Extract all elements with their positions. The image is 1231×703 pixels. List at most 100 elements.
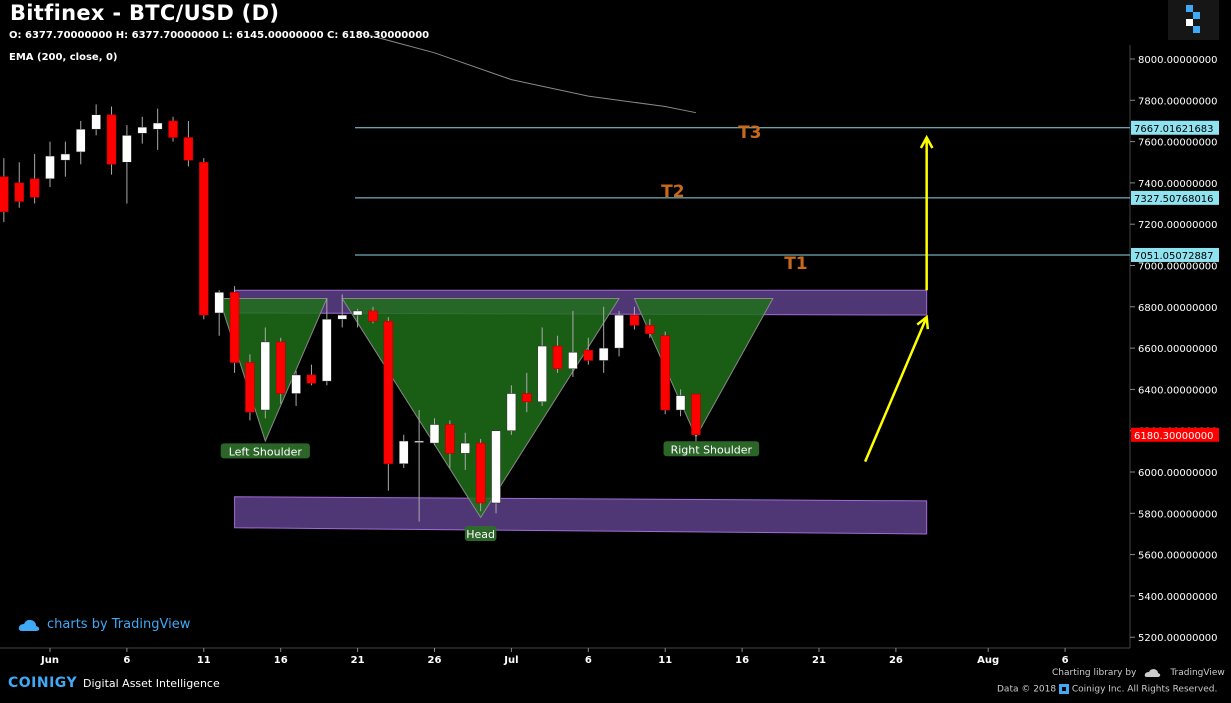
candle-body: [229, 292, 240, 363]
x-tick-label: 6: [123, 655, 130, 666]
charting-library-text: Charting library by: [1052, 668, 1137, 678]
x-tick-label: Aug: [977, 655, 999, 666]
arrow-1-shaft: [863, 316, 928, 463]
candle: [645, 319, 655, 338]
candle-body: [14, 182, 24, 202]
candle: [598, 306, 609, 373]
candle: [152, 108, 163, 150]
x-tick-label: 6: [585, 655, 592, 666]
candle: [552, 335, 563, 373]
x-tick-label: 6: [1062, 655, 1069, 666]
candle: [383, 317, 394, 491]
pattern-label: Left Shoulder: [229, 445, 303, 458]
target-label-t3: T3: [738, 123, 761, 143]
candle: [183, 120, 194, 167]
candle-body: [506, 393, 517, 431]
candle-body: [322, 318, 332, 382]
x-tick-label: 16: [735, 655, 749, 666]
pattern-label-bg: [464, 525, 497, 541]
x-tick-label: 16: [274, 655, 288, 666]
candle: [45, 141, 55, 188]
candle-body: [152, 122, 163, 130]
candle-body: [106, 114, 117, 165]
candle: [568, 310, 578, 378]
target-price-label: 7327.50768016: [1134, 194, 1214, 205]
y-tick-label: 7600.00000000: [1138, 138, 1218, 149]
candle: [429, 418, 440, 446]
pattern-label-bg: [220, 443, 310, 459]
target-price-label: 7667.01621683: [1134, 124, 1214, 135]
candle-body: [583, 349, 594, 361]
y-tick-label: 6000.00000000: [1138, 468, 1218, 479]
data-notice-text: Data © 2018: [997, 684, 1057, 695]
target-price-tag: [1131, 247, 1219, 262]
tradingview-credit[interactable]: charts by TradingView: [18, 617, 190, 632]
y-tick-label: 6800.00000000: [1138, 303, 1218, 314]
coinigy-small-icon: [1059, 684, 1069, 694]
candle: [168, 116, 178, 142]
pattern-label: Head: [466, 528, 495, 541]
candle-body: [76, 128, 86, 153]
candle: [14, 162, 24, 208]
ohlc-readout: O: 6377.70000000 H: 6377.70000000 L: 614…: [9, 30, 430, 41]
candle-body: [568, 351, 578, 370]
y-tick-label: 7400.00000000: [1138, 179, 1218, 190]
y-tick-label: 8000.00000000: [1138, 55, 1218, 66]
candle: [214, 290, 224, 336]
candle: [229, 286, 240, 373]
candle: [106, 106, 117, 175]
target-label-t2: T2: [661, 182, 684, 202]
candle-body: [337, 314, 347, 320]
candle-body: [383, 321, 394, 464]
x-tick-label: 26: [889, 655, 903, 666]
y-tick-label: 5200.00000000: [1138, 633, 1218, 644]
candle-body: [645, 325, 655, 334]
candle-body: [199, 162, 209, 316]
y-tick-label: 5800.00000000: [1138, 509, 1218, 520]
coinigy-logo-icon: [1186, 5, 1200, 33]
candle: [322, 298, 332, 386]
candle: [445, 420, 455, 468]
candle: [245, 354, 255, 421]
candle-body: [168, 120, 178, 138]
candle: [583, 337, 594, 365]
candle-body: [414, 440, 424, 443]
last-price-tag: [1131, 427, 1219, 442]
candle: [137, 116, 148, 144]
candle-body: [614, 314, 624, 349]
candle: [91, 104, 101, 136]
candle: [291, 370, 301, 406]
candle-body: [0, 176, 9, 213]
arrow-1-head: [916, 314, 930, 330]
candle-body: [122, 135, 132, 163]
candle-body: [306, 374, 317, 384]
candle: [614, 310, 624, 357]
candle: [691, 393, 701, 443]
target-price-tag: [1131, 190, 1219, 205]
charting-library-credit[interactable]: Charting library by TradingView: [1052, 668, 1225, 678]
coinigy-logo-box: [1168, 0, 1219, 40]
candle: [475, 438, 486, 512]
coinigy-brand[interactable]: COINIGY: [8, 675, 78, 691]
y-tick-label: 5400.00000000: [1138, 592, 1218, 603]
arrow-2-head: [919, 134, 934, 149]
pattern-label: Right Shoulder: [671, 443, 753, 456]
candle-body: [275, 341, 286, 394]
candle-body: [445, 424, 455, 454]
candle: [414, 410, 424, 522]
candle-body: [398, 440, 409, 464]
candle: [352, 308, 363, 328]
candle-body: [245, 362, 255, 413]
x-tick-label: 11: [658, 655, 672, 666]
x-tick-label: 26: [428, 655, 442, 666]
candle: [199, 158, 209, 320]
candle-body: [552, 345, 563, 370]
candle-body: [214, 292, 224, 314]
tradingview-text: TradingView: [1170, 668, 1225, 678]
ema-legend[interactable]: EMA (200, close, 0): [9, 52, 118, 63]
candle-body: [675, 395, 686, 411]
tradingview-credit-text: charts by TradingView: [47, 617, 191, 632]
candle-body: [29, 178, 40, 198]
left-shoulder-triangle: [218, 298, 328, 443]
